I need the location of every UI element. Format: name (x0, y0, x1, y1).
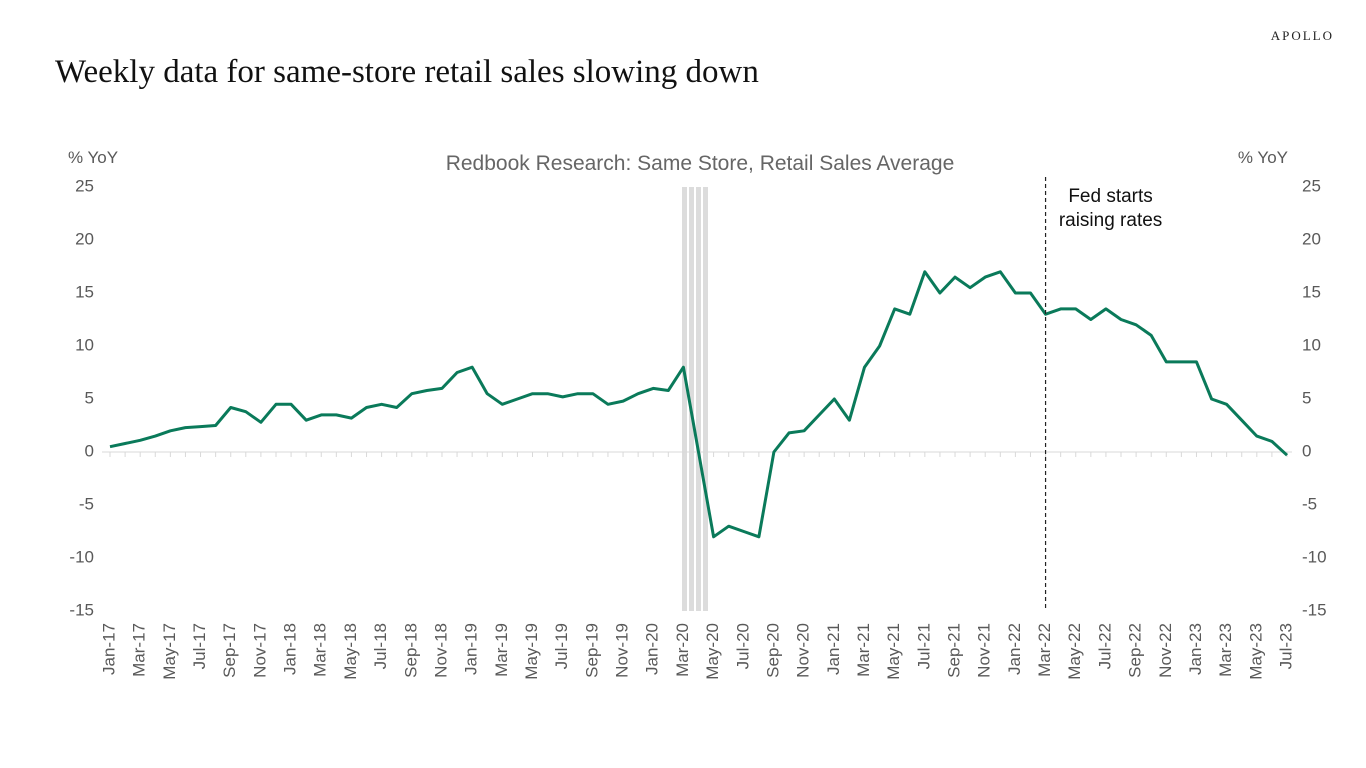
x-tick-label: Jan-21 (824, 623, 843, 675)
x-tick-label: Nov-20 (794, 623, 813, 678)
x-tick-label: Jul-17 (190, 623, 209, 669)
x-tick-label: Mar-21 (854, 623, 873, 677)
y-axis-label: % YoY (68, 148, 118, 167)
x-tick-label: Mar-19 (492, 623, 511, 677)
x-tick-label: Sep-17 (220, 623, 239, 678)
y2-tick-label: 15 (1302, 282, 1321, 301)
chart-subtitle: Redbook Research: Same Store, Retail Sal… (446, 152, 955, 175)
y2-tick-label: 10 (1302, 335, 1321, 354)
y2-axis-label: % YoY (1238, 148, 1288, 167)
x-tick-label: Jan-23 (1186, 623, 1205, 675)
x-tick-label: Mar-23 (1216, 623, 1235, 677)
x-tick-label: Jan-22 (1005, 623, 1024, 675)
recession-shading (682, 187, 708, 611)
line-series (109, 270, 1289, 539)
x-tick-label: Nov-22 (1156, 623, 1175, 678)
y2-tick-label: 20 (1302, 229, 1321, 248)
y-tick-label: 25 (75, 176, 94, 195)
y-tick-label: 20 (75, 229, 94, 248)
y-tick-label: -10 (69, 547, 94, 566)
x-tick-label: Nov-18 (431, 623, 450, 678)
y2-tick-label: 5 (1302, 388, 1311, 407)
x-tick-label: Nov-19 (613, 623, 632, 678)
x-tick-label: Sep-18 (401, 623, 420, 678)
x-tick-label: Jan-17 (99, 623, 118, 675)
x-tick-label: May-23 (1246, 623, 1265, 680)
x-tick-label: May-20 (703, 623, 722, 680)
x-tick-label: Sep-19 (582, 623, 601, 678)
y-tick-label: 15 (75, 282, 94, 301)
x-tick-label: May-21 (884, 623, 903, 680)
x-tick-label: Jul-21 (914, 623, 933, 669)
x-tick-label: Jul-23 (1276, 623, 1295, 669)
y2-tick-label: 25 (1302, 176, 1321, 195)
y2-tick-label: -5 (1302, 494, 1317, 513)
y2-tick-label: -15 (1302, 600, 1327, 619)
y-tick-label: 5 (85, 388, 94, 407)
x-tick-label: Jan-19 (462, 623, 481, 675)
brand: APOLLO (1271, 28, 1334, 43)
x-tick-label: Jan-20 (643, 623, 662, 675)
x-tick-label: Nov-21 (975, 623, 994, 678)
y-tick-label: 10 (75, 335, 94, 354)
annotation-text: Fed starts (1068, 186, 1152, 207)
x-tick-label: May-19 (522, 623, 541, 680)
x-tick-label: Sep-21 (945, 623, 964, 678)
x-tick-label: Mar-22 (1035, 623, 1054, 677)
annotation-text: raising rates (1059, 210, 1163, 231)
x-tick-label: Jul-18 (371, 623, 390, 669)
x-tick-label: Mar-18 (311, 623, 330, 677)
x-tick-label: Sep-20 (763, 623, 782, 678)
x-tick-label: Mar-17 (130, 623, 149, 677)
y-tick-label: -5 (79, 494, 94, 513)
x-tick-label: Mar-20 (673, 623, 692, 677)
x-tick-label: Jul-22 (1095, 623, 1114, 669)
x-tick-label: May-17 (160, 623, 179, 680)
y-tick-label: 0 (85, 441, 94, 460)
y-tick-label: -15 (69, 600, 94, 619)
x-tick-label: May-18 (341, 623, 360, 680)
x-tick-label: May-22 (1065, 623, 1084, 680)
x-tick-label: Jan-18 (281, 623, 300, 675)
y2-tick-label: 0 (1302, 441, 1311, 460)
x-tick-label: Nov-17 (250, 623, 269, 678)
x-tick-label: Jul-20 (733, 623, 752, 669)
y2-tick-label: -10 (1302, 547, 1327, 566)
x-tick-label: Jul-19 (552, 623, 571, 669)
chart-title: Weekly data for same-store retail sales … (55, 54, 759, 90)
x-tick-label: Sep-22 (1126, 623, 1145, 678)
